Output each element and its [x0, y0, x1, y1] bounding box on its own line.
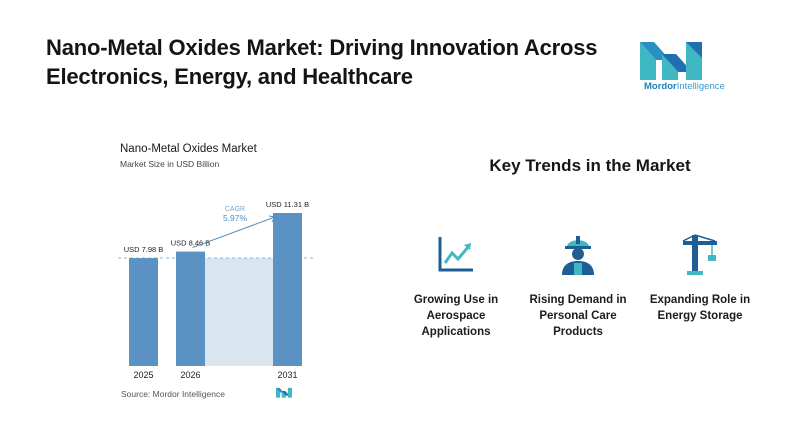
bar-chart: USD 7.98 B 2025 USD 8.46 B 2026 USD 11.31 B 2… [118, 200, 315, 380]
crane-icon [640, 232, 760, 276]
chart-subtitle: Market Size in USD Billion [120, 159, 220, 169]
cagr-arrowhead [268, 215, 276, 223]
cagr-arrow [192, 216, 276, 249]
x-tick-label: 2031 [277, 370, 297, 380]
brand-name: MordorIntelligence [644, 81, 725, 92]
trend-label: Expanding Role in Energy Storage [649, 294, 751, 322]
trend-item-aerospace: Growing Use in Aerospace Applications [396, 232, 516, 340]
trend-item-personal-care: Rising Demand in Personal Care Products [518, 232, 638, 340]
bar-2026 [176, 251, 205, 366]
value-label: USD 7.98 B [124, 245, 164, 254]
trend-label: Rising Demand in Personal Care Products [529, 294, 627, 338]
value-label: USD 11.31 B [266, 200, 309, 209]
chart-title: Nano-Metal Oxides Market [120, 143, 257, 155]
trend-label: Growing Use in Aerospace Applications [413, 294, 499, 338]
chart-source: Source: Mordor Intelligence [121, 389, 225, 399]
page-title: Nano-Metal Oxides Market: Driving Innova… [46, 35, 598, 89]
projection-band [205, 258, 273, 366]
worker-icon [518, 232, 638, 276]
x-tick-label: 2025 [133, 370, 153, 380]
trend-item-energy-storage: Expanding Role in Energy Storage [640, 232, 760, 324]
bar-2031 [273, 213, 302, 366]
trends-title: Key Trends in the Market [489, 156, 691, 175]
brand-name-part1: Mordor [644, 81, 677, 92]
brand-name-part2: Intelligence [676, 81, 725, 92]
x-tick-label: 2026 [180, 370, 200, 380]
source-logo-icon [276, 385, 294, 403]
mordor-intelligence-logo [640, 40, 740, 96]
line-chart-icon [396, 232, 516, 276]
cagr-label: CAGR [225, 206, 245, 213]
bar-2025 [129, 258, 158, 366]
value-label: USD 8.46 B [171, 239, 211, 248]
cagr-value: 5.97% [223, 213, 248, 223]
